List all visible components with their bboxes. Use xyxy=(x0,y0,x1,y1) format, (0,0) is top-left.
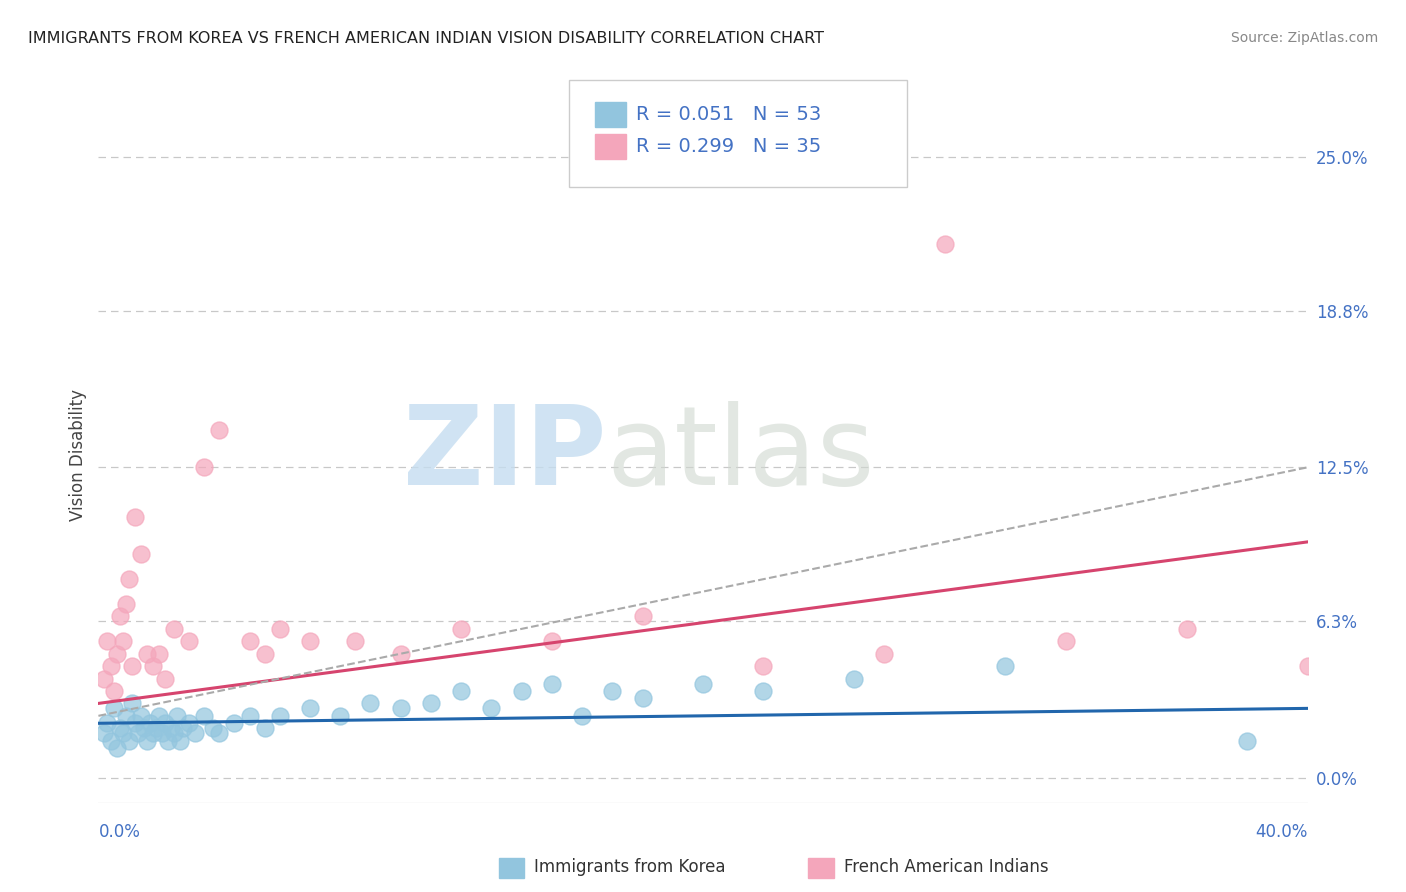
Point xyxy=(148,647,170,661)
Point xyxy=(510,684,533,698)
Text: IMMIGRANTS FROM KOREA VS FRENCH AMERICAN INDIAN VISION DISABILITY CORRELATION CH: IMMIGRANTS FROM KOREA VS FRENCH AMERICAN… xyxy=(28,31,824,46)
Point xyxy=(179,634,201,648)
Point xyxy=(124,716,146,731)
Point xyxy=(193,708,215,723)
Point xyxy=(118,733,141,747)
Point xyxy=(752,684,775,698)
Point xyxy=(224,716,246,731)
Point xyxy=(135,647,157,661)
Point xyxy=(103,701,125,715)
Point xyxy=(208,726,231,740)
Point xyxy=(269,708,291,723)
Text: Immigrants from Korea: Immigrants from Korea xyxy=(534,858,725,876)
Point xyxy=(540,634,562,648)
Point xyxy=(1236,733,1258,747)
Point xyxy=(253,647,276,661)
Point xyxy=(239,708,262,723)
Point xyxy=(329,708,352,723)
Point xyxy=(105,647,128,661)
Point xyxy=(93,726,115,740)
Point xyxy=(129,708,152,723)
Point xyxy=(299,634,322,648)
Text: 0.0%: 0.0% xyxy=(98,822,141,840)
Point xyxy=(253,721,276,735)
Point xyxy=(145,721,167,735)
Point xyxy=(540,676,562,690)
Point xyxy=(139,716,162,731)
Point xyxy=(450,622,472,636)
Point xyxy=(1175,622,1198,636)
Point xyxy=(105,741,128,756)
Point xyxy=(108,721,131,735)
Point xyxy=(124,510,146,524)
Point xyxy=(450,684,472,698)
Point xyxy=(179,716,201,731)
Point xyxy=(269,622,291,636)
Point xyxy=(148,708,170,723)
Point xyxy=(1296,659,1319,673)
Point xyxy=(96,716,118,731)
Point xyxy=(100,733,122,747)
Point xyxy=(153,672,176,686)
Text: 40.0%: 40.0% xyxy=(1256,822,1308,840)
Point xyxy=(121,697,143,711)
Point xyxy=(994,659,1017,673)
Point xyxy=(239,634,262,648)
Point xyxy=(299,701,322,715)
Point xyxy=(844,672,866,686)
Point xyxy=(481,701,503,715)
Text: R = 0.299   N = 35: R = 0.299 N = 35 xyxy=(636,136,821,156)
Point xyxy=(142,659,165,673)
Point xyxy=(169,733,191,747)
Point xyxy=(121,659,143,673)
Point xyxy=(111,726,134,740)
Point xyxy=(160,721,183,735)
Point xyxy=(156,733,179,747)
Point xyxy=(135,733,157,747)
Point xyxy=(96,634,118,648)
Point xyxy=(103,684,125,698)
Point xyxy=(163,622,186,636)
Point xyxy=(602,684,624,698)
Point xyxy=(127,726,149,740)
Point xyxy=(118,572,141,586)
Point xyxy=(692,676,714,690)
Point xyxy=(631,691,654,706)
Point xyxy=(163,726,186,740)
Point xyxy=(142,726,165,740)
Point xyxy=(420,697,443,711)
Point xyxy=(1054,634,1077,648)
Point xyxy=(150,726,173,740)
Y-axis label: Vision Disability: Vision Disability xyxy=(69,389,87,521)
Point xyxy=(129,547,152,561)
Text: R = 0.051   N = 53: R = 0.051 N = 53 xyxy=(636,104,821,124)
Point xyxy=(752,659,775,673)
Point xyxy=(172,721,194,735)
Point xyxy=(108,609,131,624)
Point xyxy=(389,647,412,661)
Point xyxy=(344,634,367,648)
Point xyxy=(114,708,136,723)
Point xyxy=(631,609,654,624)
Point xyxy=(571,708,593,723)
Point xyxy=(153,716,176,731)
Point xyxy=(184,726,207,740)
Point xyxy=(111,634,134,648)
Point xyxy=(114,597,136,611)
Text: French American Indians: French American Indians xyxy=(844,858,1049,876)
Point xyxy=(202,721,225,735)
Point xyxy=(193,460,215,475)
Text: Source: ZipAtlas.com: Source: ZipAtlas.com xyxy=(1230,31,1378,45)
Point xyxy=(873,647,896,661)
Point xyxy=(360,697,382,711)
Text: atlas: atlas xyxy=(606,401,875,508)
Point xyxy=(132,721,155,735)
Point xyxy=(934,236,956,251)
Point xyxy=(166,708,188,723)
Point xyxy=(389,701,412,715)
Point xyxy=(93,672,115,686)
Point xyxy=(208,423,231,437)
Point xyxy=(100,659,122,673)
Text: ZIP: ZIP xyxy=(404,401,606,508)
